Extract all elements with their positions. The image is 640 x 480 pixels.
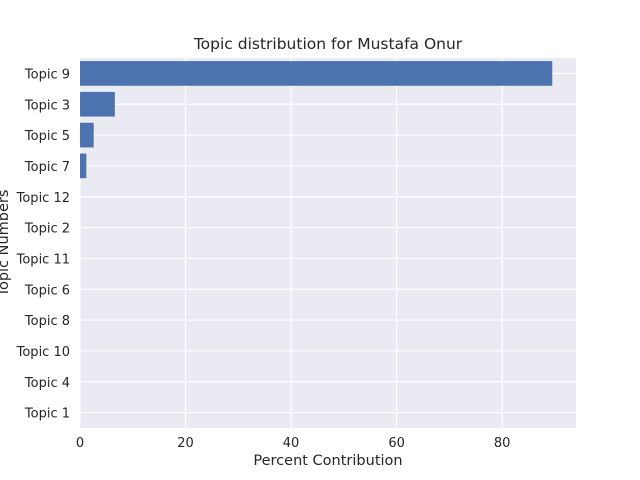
bar-topic-9 (80, 61, 553, 86)
y-tick-label: Topic 12 (16, 191, 70, 206)
x-tick-label: 60 (388, 436, 405, 451)
x-tick-label: 40 (283, 436, 300, 451)
y-tick-labels: Topic 9 Topic 3 Topic 5 Topic 7 Topic 12 Topi… (16, 67, 70, 421)
y-tick-label: Topic 11 (16, 252, 70, 267)
y-tick-label: Topic 3 (24, 98, 70, 113)
x-tick-label: 0 (76, 436, 84, 451)
y-tick-label: Topic 5 (24, 129, 70, 144)
bar-topic-7 (80, 153, 87, 179)
plot-area (80, 58, 576, 428)
x-axis-label: Percent Contribution (253, 453, 402, 469)
y-axis-label: Topic Numbers (0, 190, 12, 298)
y-tick-label: Topic 4 (24, 376, 70, 391)
y-tick-label: Topic 8 (24, 314, 70, 329)
grid-lines (79, 58, 576, 428)
chart-title: Topic distribution for Mustafa Onur (193, 35, 463, 53)
x-tick-label: 80 (494, 436, 511, 451)
y-tick-label: Topic 7 (24, 160, 70, 175)
y-tick-label: Topic 1 (24, 407, 70, 422)
x-tick-label: 20 (177, 436, 194, 451)
y-tick-label: Topic 9 (24, 67, 70, 82)
x-tick-labels: 0 20 40 60 80 (76, 436, 511, 451)
bar-topic-3 (80, 91, 115, 117)
y-tick-label: Topic 2 (24, 222, 70, 237)
bars (80, 61, 553, 179)
y-tick-label: Topic 10 (16, 345, 70, 360)
y-tick-label: Topic 6 (24, 283, 70, 298)
bar-topic-5 (80, 122, 94, 148)
